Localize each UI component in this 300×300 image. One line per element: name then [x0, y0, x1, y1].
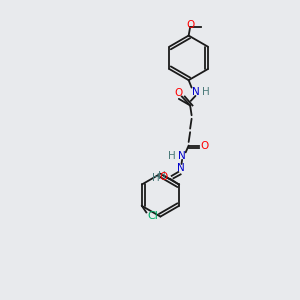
- Text: O: O: [186, 20, 194, 30]
- Text: H: H: [158, 171, 166, 181]
- Text: N: N: [177, 164, 184, 173]
- Text: O: O: [201, 140, 209, 151]
- Text: H: H: [202, 87, 209, 97]
- Text: N: N: [178, 151, 186, 161]
- Text: H: H: [168, 151, 176, 161]
- Text: N: N: [192, 87, 199, 97]
- Text: Cl: Cl: [148, 211, 159, 221]
- Text: O: O: [159, 172, 168, 182]
- Text: O: O: [174, 88, 182, 98]
- Text: H: H: [152, 173, 160, 183]
